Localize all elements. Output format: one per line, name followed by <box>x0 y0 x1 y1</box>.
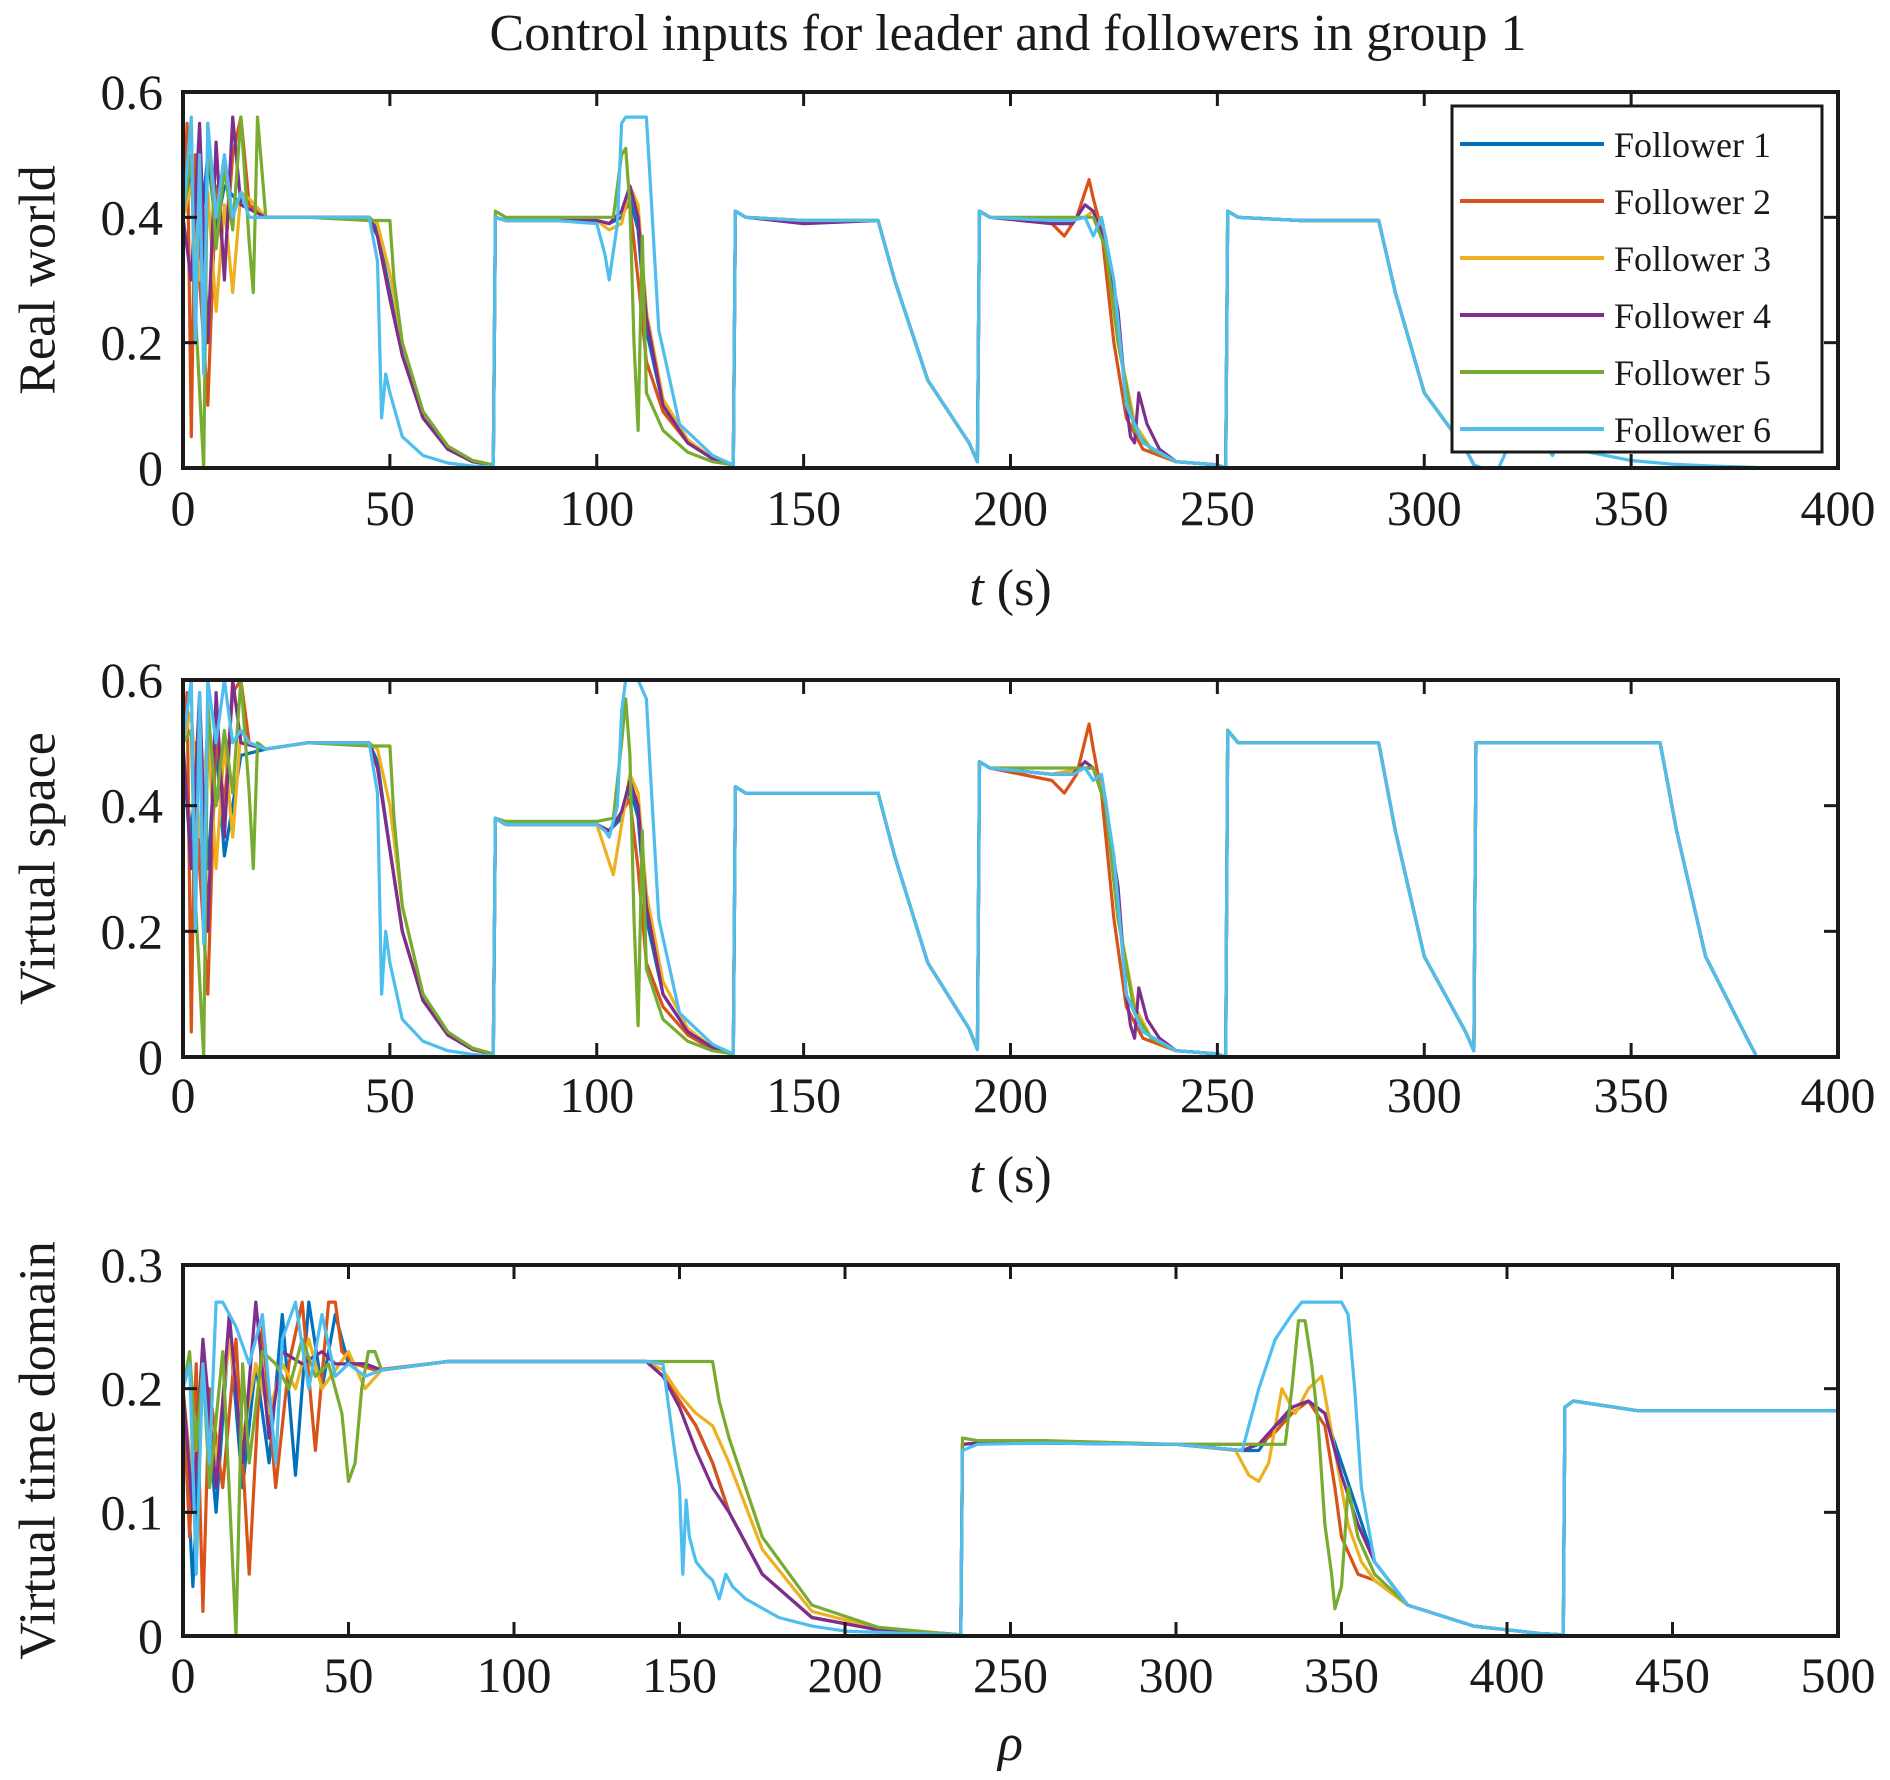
x-tick-label: 500 <box>1801 1647 1876 1703</box>
y-tick-label: 0.2 <box>101 315 164 371</box>
y-tick-label: 0.2 <box>101 903 164 959</box>
plot-frame <box>181 678 1840 1059</box>
legend-label-follower-5: Follower 5 <box>1614 353 1771 393</box>
series-line-follower-5 <box>183 115 1476 468</box>
y-axis-label: Real world <box>10 165 67 395</box>
y-tick-label: 0.2 <box>101 1361 164 1417</box>
x-axis-label-variable: ρ <box>996 1715 1023 1772</box>
legend: Follower 1 Follower 2 Follower 3 Follower 4… <box>1450 104 1824 454</box>
x-axis-label-variable: t <box>969 560 985 617</box>
series-line-follower-4 <box>183 680 1757 1057</box>
series-line-follower-5 <box>183 680 1757 1057</box>
legend-label-follower-2: Follower 2 <box>1614 182 1771 222</box>
x-tick-label: 300 <box>1387 480 1462 536</box>
series-group <box>183 115 1757 468</box>
series-line-follower-5 <box>183 1319 1838 1636</box>
series-line-follower-3 <box>183 709 1757 1057</box>
series-line-follower-1 <box>183 153 1476 468</box>
y-tick-label: 0 <box>138 1608 163 1664</box>
x-tick-label: 0 <box>171 1647 196 1703</box>
x-tick-label: 100 <box>559 1067 634 1123</box>
x-axis-label-unit: (s) <box>984 1147 1052 1204</box>
x-axis-label: ρ <box>996 1715 1023 1772</box>
x-tick-label: 350 <box>1304 1647 1379 1703</box>
x-tick-label: 200 <box>973 1067 1048 1123</box>
y-tick-label: 0.1 <box>101 1484 164 1540</box>
plot-frame <box>181 1263 1840 1638</box>
series-line-follower-4 <box>183 115 1476 468</box>
series-line-follower-2 <box>183 680 1757 1057</box>
series-group <box>183 680 1757 1057</box>
legend-box <box>1450 104 1824 454</box>
series-line-follower-2 <box>183 115 1476 468</box>
y-axis-label: Virtual time domain <box>10 1241 67 1660</box>
legend-label-follower-3: Follower 3 <box>1614 239 1771 279</box>
x-tick-label: 50 <box>324 1647 374 1703</box>
x-tick-label: 300 <box>1387 1067 1462 1123</box>
x-tick-label: 150 <box>642 1647 717 1703</box>
y-tick-label: 0.6 <box>101 64 164 120</box>
y-tick-label: 0.3 <box>101 1237 164 1293</box>
x-tick-label: 350 <box>1594 1067 1669 1123</box>
y-tick-label: 0.4 <box>101 778 164 834</box>
x-axis-label-unit: (s) <box>984 560 1052 617</box>
virtual-space-panel: 0 50 100 150 200 250 300 350 400 0 0.2 0.4 0.6 t (s) V… <box>10 652 1876 1204</box>
legend-label-follower-1: Follower 1 <box>1614 125 1771 165</box>
series-line-follower-1 <box>183 1300 1838 1636</box>
series-line-follower-2 <box>183 1300 1838 1636</box>
series-line-follower-4 <box>183 1300 1838 1636</box>
x-tick-label: 400 <box>1801 480 1876 536</box>
y-tick-label: 0 <box>138 1029 163 1085</box>
x-tick-label: 0 <box>171 1067 196 1123</box>
x-axis-label: t (s) <box>969 560 1051 617</box>
x-tick-label: 200 <box>973 480 1048 536</box>
virtual-time-domain-panel: 0 50 100 150 200 250 300 350 400 450 500 0 0.1 0.2 0.3… <box>10 1237 1876 1772</box>
series-line-follower-6 <box>183 680 1757 1057</box>
real-world-panel: 0 50 100 150 200 250 300 350 400 0 0.2 0.4 0.6 t (s) R… <box>10 64 1876 617</box>
x-tick-label: 200 <box>808 1647 883 1703</box>
x-axis-label: t (s) <box>969 1147 1051 1204</box>
x-tick-label: 100 <box>559 480 634 536</box>
x-tick-label: 50 <box>365 480 415 536</box>
series-line-follower-6 <box>183 1300 1838 1636</box>
x-tick-label: 150 <box>766 480 841 536</box>
x-tick-label: 400 <box>1801 1067 1876 1123</box>
series-group <box>183 1300 1838 1636</box>
x-tick-label: 100 <box>477 1647 552 1703</box>
x-tick-label: 250 <box>1180 1067 1255 1123</box>
y-tick-label: 0 <box>138 440 163 496</box>
x-tick-label: 150 <box>766 1067 841 1123</box>
y-axis-label: Virtual space <box>10 732 67 1005</box>
series-line-follower-1 <box>183 709 1757 1057</box>
x-axis-label-variable: t <box>969 1147 985 1204</box>
x-tick-label: 350 <box>1594 480 1669 536</box>
x-tick-label: 300 <box>1139 1647 1214 1703</box>
series-line-follower-3 <box>183 1337 1838 1636</box>
y-tick-label: 0.4 <box>101 189 164 245</box>
x-tick-label: 250 <box>973 1647 1048 1703</box>
x-tick-label: 450 <box>1635 1647 1710 1703</box>
x-tick-label: 0 <box>171 480 196 536</box>
legend-label-follower-6: Follower 6 <box>1614 410 1771 450</box>
x-tick-label: 50 <box>365 1067 415 1123</box>
legend-label-follower-4: Follower 4 <box>1614 296 1771 336</box>
x-tick-label: 400 <box>1470 1647 1545 1703</box>
y-tick-label: 0.6 <box>101 652 164 708</box>
chart-title: Control inputs for leader and followers … <box>490 5 1527 62</box>
x-tick-label: 250 <box>1180 480 1255 536</box>
